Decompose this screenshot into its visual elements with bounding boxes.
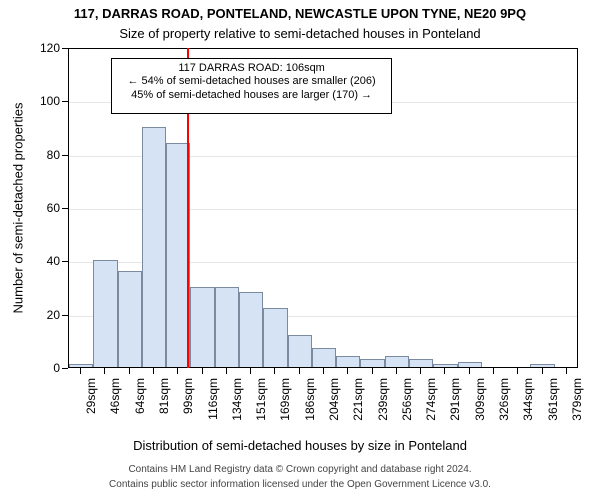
x-tick-label: 256sqm [400, 378, 414, 421]
x-tick-label: 291sqm [448, 378, 462, 421]
histogram-bar [215, 287, 239, 367]
x-tick-label: 29sqm [84, 378, 98, 414]
y-tick [62, 48, 68, 49]
y-tick [62, 101, 68, 102]
x-tick-label: 221sqm [351, 378, 365, 421]
x-tick [299, 368, 300, 374]
histogram-bar [239, 292, 263, 367]
x-tick [420, 368, 421, 374]
x-axis-label: Distribution of semi-detached houses by … [0, 438, 600, 453]
x-tick-label: 326sqm [497, 378, 511, 421]
histogram-bar [288, 335, 312, 367]
y-tick [62, 155, 68, 156]
annotation-box: 117 DARRAS ROAD: 106sqm← 54% of semi-det… [111, 58, 392, 114]
footer-line-2: Contains public sector information licen… [0, 479, 600, 490]
chart-title-main: 117, DARRAS ROAD, PONTELAND, NEWCASTLE U… [0, 6, 600, 21]
x-tick [372, 368, 373, 374]
x-tick-label: 116sqm [206, 378, 220, 420]
y-tick [62, 368, 68, 369]
histogram-bar [433, 364, 457, 367]
histogram-bar [336, 356, 360, 367]
x-tick [566, 368, 567, 374]
annotation-line: 117 DARRAS ROAD: 106sqm [116, 62, 387, 76]
x-tick-label: 204sqm [327, 378, 341, 421]
x-tick-label: 81sqm [157, 378, 171, 414]
y-tick [62, 208, 68, 209]
x-tick-label: 46sqm [108, 378, 122, 414]
y-tick [62, 315, 68, 316]
histogram-bar [360, 359, 384, 367]
x-tick [129, 368, 130, 374]
x-tick [177, 368, 178, 374]
histogram-bar [93, 260, 117, 367]
histogram-bar [190, 287, 214, 367]
histogram-bar [312, 348, 336, 367]
histogram-bar [118, 271, 142, 367]
x-tick [444, 368, 445, 374]
x-tick-label: 186sqm [303, 378, 317, 421]
x-tick [274, 368, 275, 374]
y-tick-label: 100 [32, 94, 60, 108]
histogram-bar [263, 308, 287, 367]
y-tick-label: 0 [32, 361, 60, 375]
histogram-bar [530, 364, 554, 367]
x-tick [347, 368, 348, 374]
annotation-line: 45% of semi-detached houses are larger (… [116, 89, 387, 103]
y-tick [62, 261, 68, 262]
x-tick-label: 274sqm [424, 378, 438, 421]
x-tick [153, 368, 154, 374]
chart-title-sub: Size of property relative to semi-detach… [0, 26, 600, 41]
x-tick [202, 368, 203, 374]
y-tick-label: 80 [32, 148, 60, 162]
x-tick [104, 368, 105, 374]
x-tick-label: 64sqm [133, 378, 147, 414]
x-tick [80, 368, 81, 374]
histogram-bar [458, 362, 482, 367]
y-tick-label: 40 [32, 254, 60, 268]
x-tick-label: 361sqm [546, 378, 560, 421]
footer-line-1: Contains HM Land Registry data © Crown c… [0, 464, 600, 475]
x-tick-label: 151sqm [254, 378, 268, 421]
annotation-line: ← 54% of semi-detached houses are smalle… [116, 75, 387, 89]
x-tick-label: 239sqm [376, 378, 390, 421]
x-tick [469, 368, 470, 374]
x-tick [323, 368, 324, 374]
x-tick-label: 134sqm [230, 378, 244, 421]
y-axis-label: Number of semi-detached properties [11, 103, 26, 314]
histogram-bar [69, 364, 93, 367]
x-tick [226, 368, 227, 374]
histogram-bar [142, 127, 166, 367]
y-tick-label: 60 [32, 201, 60, 215]
y-tick-label: 20 [32, 308, 60, 322]
x-tick-label: 169sqm [278, 378, 292, 421]
x-tick [250, 368, 251, 374]
x-tick-label: 99sqm [181, 378, 195, 414]
x-tick [493, 368, 494, 374]
histogram-bar [409, 359, 433, 367]
x-tick [396, 368, 397, 374]
x-tick-label: 344sqm [521, 378, 535, 421]
x-tick [542, 368, 543, 374]
histogram-bar [385, 356, 409, 367]
x-tick-label: 379sqm [570, 378, 584, 421]
x-tick [517, 368, 518, 374]
y-tick-label: 120 [32, 41, 60, 55]
x-tick-label: 309sqm [473, 378, 487, 421]
